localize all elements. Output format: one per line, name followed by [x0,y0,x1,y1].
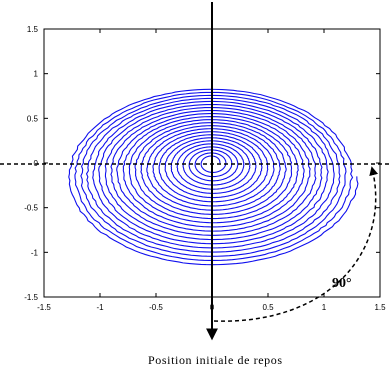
x-tick-label: 1 [322,303,327,312]
rotation-arc [213,166,379,322]
y-tick-label: -1.5 [24,293,38,302]
x-tick-label: -0.5 [149,303,163,312]
spiral-trajectory [68,88,359,266]
angle-label: 90° [332,276,352,291]
x-tick-label: 0.5 [262,303,274,312]
y-tick-label: -1 [31,248,39,257]
y-tick-label: 1.5 [27,25,39,34]
y-tick-label: 1 [34,70,39,79]
y-tick-label: 0.5 [27,114,39,123]
y-tick-label: -0.5 [24,204,38,213]
x-tick-label: 1.5 [374,303,386,312]
x-tick-label: -1.5 [37,303,51,312]
spiral-path [68,88,359,266]
caption-label: Position initiale de repos [148,353,283,367]
x-tick-label: -1 [96,303,104,312]
axis-ticks: -1.5-1-0.500.511.51.510.50-0.5-1-1.5 [24,25,386,312]
